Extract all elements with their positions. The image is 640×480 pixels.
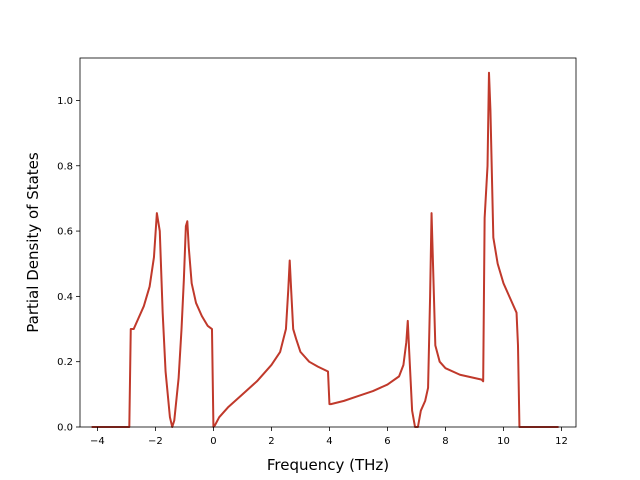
x-axis-label: Frequency (THz) <box>267 456 389 474</box>
y-tick-label: 0.0 <box>57 423 73 434</box>
data-layer <box>91 71 559 428</box>
y-tick-label: 0.6 <box>57 227 73 238</box>
x-tick-label: −4 <box>90 436 105 447</box>
x-axis: −4 −2 0 2 4 6 8 10 12 <box>90 427 568 447</box>
y-axis-label: Partial Density of States <box>24 152 42 333</box>
x-tick-label: 0 <box>210 436 216 447</box>
x-tick-label: 10 <box>497 436 510 447</box>
y-tick-label: 0.2 <box>57 357 73 368</box>
y-axis: 0.0 0.2 0.4 0.6 0.8 1.0 <box>57 96 80 434</box>
x-tick-label: 8 <box>442 436 448 447</box>
y-tick-label: 0.8 <box>57 161 73 172</box>
x-tick-label: 4 <box>326 436 332 447</box>
x-tick-label: −2 <box>148 436 163 447</box>
series-line-0 <box>91 71 559 428</box>
y-tick-label: 1.0 <box>57 96 73 107</box>
x-tick-label: 12 <box>555 436 568 447</box>
plot-frame <box>79 57 577 428</box>
x-tick-label: 6 <box>384 436 390 447</box>
x-tick-label: 2 <box>268 436 274 447</box>
y-tick-label: 0.4 <box>57 292 73 303</box>
